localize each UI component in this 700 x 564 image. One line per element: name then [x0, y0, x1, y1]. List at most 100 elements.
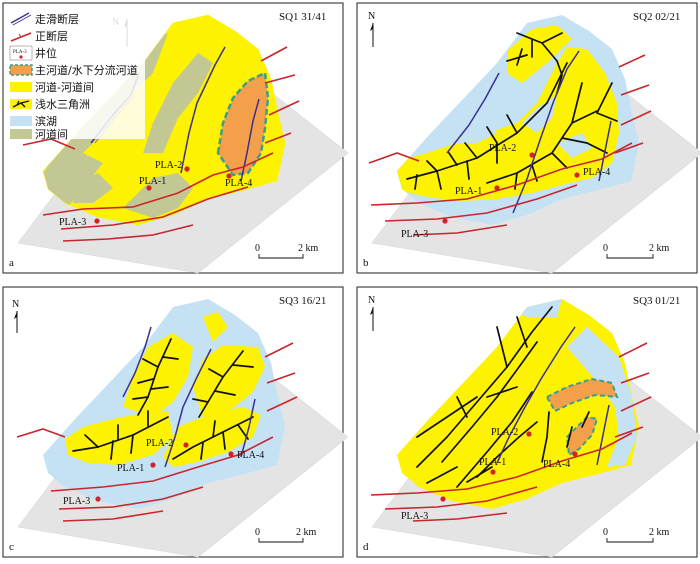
well-label: PLA-3 [63, 496, 90, 507]
normal-fault [62, 510, 164, 522]
panel-d: PLA-2 PLA-1 PLA-4 PLA-3 N SQ3 01/21 d 0 … [356, 286, 700, 558]
well-label: PLA-1 [117, 463, 144, 474]
well-marker [490, 469, 496, 475]
normal-fault [60, 186, 249, 230]
well-location-icon: PLA-3 [9, 45, 33, 61]
scale-bar: 0 2 km [603, 243, 670, 259]
well-marker [529, 152, 535, 158]
svg-text:N: N [12, 299, 19, 310]
well-label: PLA-3 [59, 217, 86, 228]
legend-label: 主河道/水下分流河道 [35, 63, 138, 77]
well-label: PLA-3 [401, 511, 428, 522]
legend-label: 河道间 [35, 127, 68, 141]
normal-fault [614, 142, 644, 154]
strike-slip-fault [122, 326, 152, 398]
north-arrow-icon: N [368, 11, 375, 47]
well-marker [526, 431, 532, 437]
delta-channel-network [406, 32, 618, 190]
panel-letter: a [9, 257, 14, 269]
panel-a: PLA-2 PLA-1 PLA-4 PLA-3 N SQ1 31/41 a 0 … [2, 2, 349, 274]
north-arrow-icon: N [368, 295, 375, 331]
well-marker [442, 218, 448, 224]
legend-label: 滨湖 [35, 114, 57, 128]
well-marker [440, 496, 446, 502]
well-label: PLA-4 [237, 450, 264, 461]
well-label: PLA-1 [479, 457, 506, 468]
normal-fault [614, 426, 644, 438]
normal-fault [412, 224, 508, 236]
strike-slip-fault-icon [10, 12, 32, 26]
svg-text:2 km: 2 km [649, 527, 670, 538]
normal-fault [620, 84, 650, 96]
strike-slip-fault [496, 326, 576, 464]
normal-fault [620, 110, 652, 126]
normal-fault [42, 152, 274, 216]
normal-fault [264, 132, 292, 144]
panel-c: PLA-2 PLA-1 PLA-4 PLA-3 N SQ3 16/21 c 0 … [2, 286, 349, 558]
panel-title: SQ1 31/41 [279, 11, 326, 23]
svg-text:0: 0 [255, 243, 260, 254]
svg-text:0: 0 [603, 527, 608, 538]
well-label: PLA-1 [455, 186, 482, 197]
svg-text:N: N [368, 11, 375, 22]
well-marker [183, 442, 189, 448]
well-label: PLA-2 [489, 143, 516, 154]
strike-slip-fault [446, 72, 500, 154]
normal-fault [58, 486, 204, 510]
strike-slip-fault [512, 50, 580, 214]
well-marker [95, 496, 101, 502]
basin-outline [42, 14, 286, 226]
normal-fault [618, 342, 648, 358]
legend: 走滑断层 正断层 PLA-3 井位 主河道/水下分流河道 河道-河道间 [7, 7, 145, 141]
normal-fault [264, 74, 296, 84]
normal-fault [264, 342, 294, 358]
svg-text:0: 0 [603, 243, 608, 254]
svg-text:PLA-3: PLA-3 [13, 50, 27, 55]
normal-fault [370, 142, 633, 206]
scale-bar: 0 2 km [255, 243, 319, 259]
well-label: PLA-4 [583, 167, 610, 178]
panel-b: PLA-2 PLA-1 PLA-4 PLA-3 N SQ2 02/21 b 0 … [356, 2, 700, 274]
normal-fault [370, 432, 633, 496]
panel-letter: d [363, 541, 369, 553]
well-label: PLA-1 [139, 176, 166, 187]
legend-label: 浅水三角洲 [35, 98, 90, 111]
svg-text:0: 0 [255, 527, 260, 538]
well-marker [184, 166, 190, 172]
normal-fault [268, 100, 300, 116]
panel-letter: b [363, 257, 369, 269]
legend-label: 走滑断层 [35, 12, 79, 26]
svg-text:2 km: 2 km [296, 527, 317, 538]
normal-fault [618, 54, 646, 68]
panel-title: SQ2 02/21 [633, 11, 680, 23]
normal-fault [266, 396, 298, 412]
normal-fault [50, 436, 274, 492]
normal-fault [62, 224, 194, 242]
north-arrow-icon: N [12, 299, 19, 333]
normal-fault [620, 372, 650, 384]
legend-label: 井位 [35, 46, 57, 60]
well-label: PLA-2 [155, 160, 182, 171]
well-label: PLA-3 [401, 229, 428, 240]
normal-fault [266, 372, 296, 384]
normal-fault [368, 152, 420, 164]
channel-interchannel-swatch [10, 82, 32, 92]
normal-fault [260, 46, 288, 62]
well-marker [494, 185, 500, 191]
well-marker [150, 462, 156, 468]
strike-slip-fault [596, 404, 610, 466]
normal-fault [384, 184, 578, 222]
legend-label: 河道-河道间 [35, 80, 94, 94]
well-marker [574, 172, 580, 178]
svg-text:2 km: 2 km [298, 243, 319, 254]
normal-fault [16, 428, 66, 438]
strike-slip-fault [180, 46, 226, 174]
well-label: PLA-4 [225, 178, 252, 189]
strike-slip-fault [240, 398, 256, 458]
normal-fault [384, 486, 538, 510]
strike-slip-fault [164, 348, 212, 468]
panel-title: SQ3 01/21 [633, 295, 680, 307]
interchannel-swatch [10, 129, 32, 139]
well-label: PLA-4 [543, 459, 570, 470]
